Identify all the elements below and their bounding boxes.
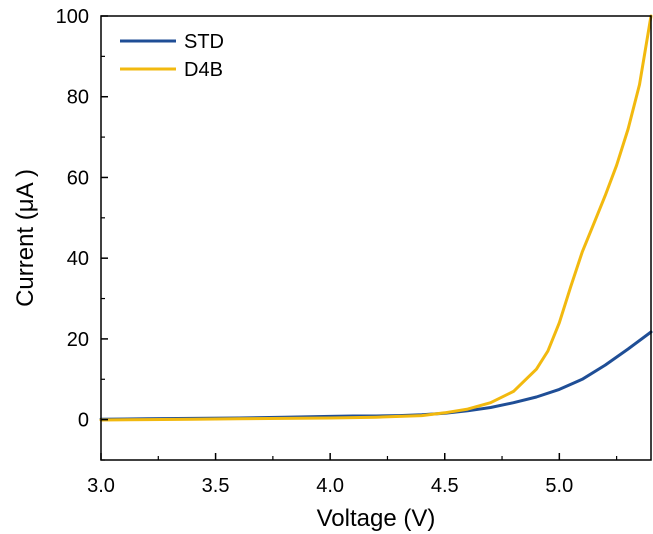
x-tick-label: 3.5 — [202, 475, 230, 497]
x-axis-title: Voltage (V) — [317, 505, 436, 532]
y-tick-label: 100 — [56, 6, 89, 28]
series-line-std — [99, 330, 653, 421]
series-line-d4b — [99, 14, 653, 422]
y-tick-label: 20 — [67, 329, 89, 351]
y-tick-label: 80 — [67, 87, 89, 109]
y-tick-label: 60 — [67, 167, 89, 189]
y-tick-label: 40 — [67, 248, 89, 270]
x-tick-label: 4.0 — [316, 475, 344, 497]
y-axis-title: Current (μA ) — [12, 169, 39, 307]
plot-frame — [100, 15, 652, 461]
legend-label-d4b: D4B — [184, 59, 223, 81]
x-axis: 3.0 3.5 4.0 4.5 5.0 — [87, 453, 618, 497]
legend: STD D4B — [120, 31, 224, 81]
series-layer — [99, 14, 653, 422]
legend-label-std: STD — [184, 31, 224, 53]
x-tick-label: 5.0 — [545, 475, 573, 497]
x-tick-label: 4.5 — [431, 475, 459, 497]
y-axis: 0 20 40 60 80 100 — [56, 6, 108, 461]
x-tick-label: 3.0 — [87, 475, 115, 497]
y-tick-label: 0 — [78, 410, 89, 432]
plot-area: 3.0 3.5 4.0 4.5 5.0 0 20 40 60 80 100 — [56, 6, 653, 497]
